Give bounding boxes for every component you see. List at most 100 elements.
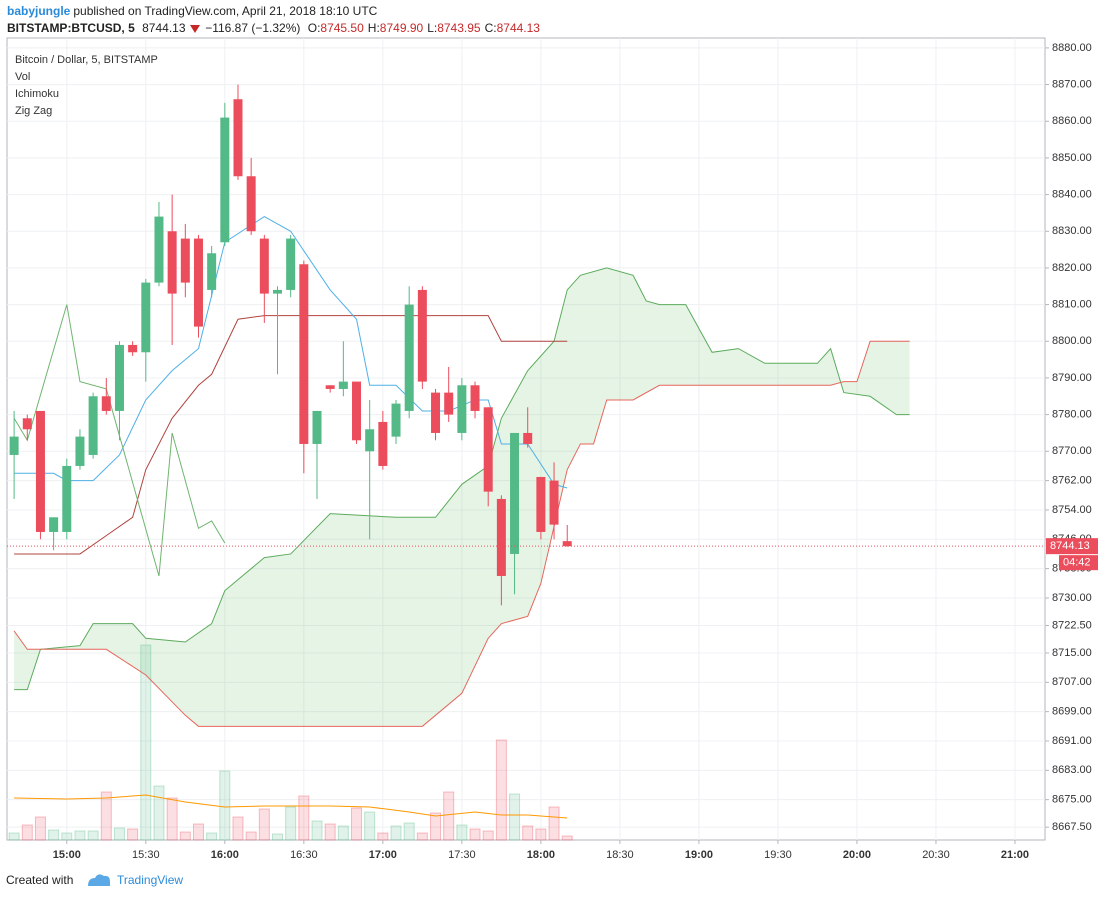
logo	[88, 874, 110, 886]
volume-bar	[364, 811, 376, 841]
volume-bar	[469, 828, 481, 841]
candle-body	[510, 432, 520, 554]
candle-body	[193, 238, 203, 327]
candle-body	[167, 231, 177, 294]
candle-body	[259, 238, 269, 294]
candle-body	[9, 436, 19, 455]
candle-body	[338, 381, 348, 389]
x-tick-label: 20:00	[843, 849, 871, 861]
change: −116.87 (−1.32%)	[205, 21, 301, 35]
candle-body	[444, 392, 454, 415]
plot-border	[6, 37, 1046, 841]
volume-bar	[509, 793, 521, 841]
x-tick-label: 17:30	[448, 849, 476, 861]
ohlc-value: 8745.50	[320, 21, 364, 35]
ohlc-label: O:	[307, 21, 321, 35]
x-tick-label: 20:30	[922, 849, 950, 861]
candle-body	[549, 480, 559, 525]
candle-body	[49, 517, 59, 532]
y-tick-label: 8800.00	[1052, 335, 1092, 347]
last-price-box	[1046, 538, 1098, 555]
published: published on TradingView.com, April 21, …	[73, 4, 378, 18]
volume-bar	[140, 644, 152, 841]
candle-body	[128, 344, 138, 353]
legend-vol: Vol	[15, 71, 30, 83]
volume-bar	[285, 806, 297, 841]
y-tick-label: 8730.00	[1052, 592, 1092, 604]
volume-bar	[206, 832, 218, 841]
volume-bar	[192, 823, 204, 841]
candle-body	[35, 410, 45, 532]
candle-body	[233, 99, 243, 177]
y-tick-label: 8850.00	[1052, 152, 1092, 164]
candle-body	[207, 253, 217, 290]
ohlc-label: C:	[484, 21, 497, 35]
legend-zigzag: Zig Zag	[15, 105, 52, 117]
volume-bar	[113, 827, 125, 841]
y-tick-label: 8722.50	[1052, 619, 1092, 631]
volume-bar	[561, 835, 573, 841]
last-price-label: 8744.13	[1050, 540, 1090, 552]
footer-created: Created with	[6, 873, 73, 887]
header-line-2: BITSTAMP:BTCUSD, 5 8744.13 −116.87 (−1.3…	[7, 21, 544, 35]
y-tick-label: 8790.00	[1052, 372, 1092, 384]
candle-body	[141, 282, 151, 353]
footer-brand[interactable]: TradingView	[117, 873, 183, 887]
y-tick-label: 8770.00	[1052, 445, 1092, 457]
last: 8744.13	[142, 21, 186, 35]
volume-bar	[100, 791, 112, 841]
candle-body	[523, 432, 533, 444]
ichimoku-span-a	[14, 267, 910, 691]
volume-bar	[179, 831, 191, 841]
x-tick-label: 19:30	[764, 849, 792, 861]
candle-body	[404, 304, 414, 411]
candle-body	[101, 396, 111, 411]
candle-body	[378, 421, 388, 466]
volume-bar	[219, 770, 231, 841]
y-tick-label: 8707.00	[1052, 676, 1092, 688]
volume-bar	[166, 797, 178, 841]
candle-body	[417, 289, 427, 382]
x-tick-label: 15:30	[132, 849, 160, 861]
volume-ma	[14, 794, 568, 819]
volume-bar	[377, 832, 389, 841]
ohlc-label: H:	[367, 21, 380, 35]
candle-body	[220, 117, 230, 243]
volume-bar	[522, 825, 534, 841]
volume-bar	[430, 812, 442, 841]
candle-body	[22, 418, 32, 430]
y-tick-label: 8780.00	[1052, 409, 1092, 421]
header-line-1: babyjungle published on TradingView.com, …	[7, 4, 381, 18]
ohlc: O:8745.50 H:8749.90 L:8743.95 C:8744.13	[308, 21, 544, 35]
volume-bar	[416, 832, 428, 841]
volume-bar	[337, 825, 349, 841]
legend-ichimoku: Ichimoku	[15, 88, 59, 100]
y-tick-label: 8830.00	[1052, 225, 1092, 237]
volume-bar	[482, 830, 494, 841]
volume-bar	[456, 824, 468, 841]
candle-body	[431, 392, 441, 433]
candle-body	[114, 344, 124, 411]
down-arrow	[189, 24, 200, 33]
ohlc-value: 8743.95	[437, 21, 481, 35]
ichimoku-span-b	[13, 340, 910, 727]
candle-body	[483, 407, 493, 492]
volume-bar	[8, 832, 20, 841]
x-tick-label: 19:00	[685, 849, 713, 861]
volume-bar	[245, 831, 257, 841]
zigzag	[13, 304, 226, 577]
x-tick-label: 18:00	[527, 849, 555, 861]
volume-bar	[443, 791, 455, 841]
ichimoku-cloud	[14, 267, 910, 727]
volume-bar	[48, 829, 60, 841]
author[interactable]: babyjungle	[7, 4, 71, 18]
x-tick-label: 16:30	[290, 849, 318, 861]
ohlc-label: L:	[427, 21, 438, 35]
volume-bar	[548, 806, 560, 841]
candle-body	[562, 541, 572, 547]
symbol: BITSTAMP:BTCUSD, 5	[7, 21, 135, 35]
y-tick-label: 8820.00	[1052, 262, 1092, 274]
volume-bar	[271, 833, 283, 841]
candle-body	[536, 476, 546, 532]
